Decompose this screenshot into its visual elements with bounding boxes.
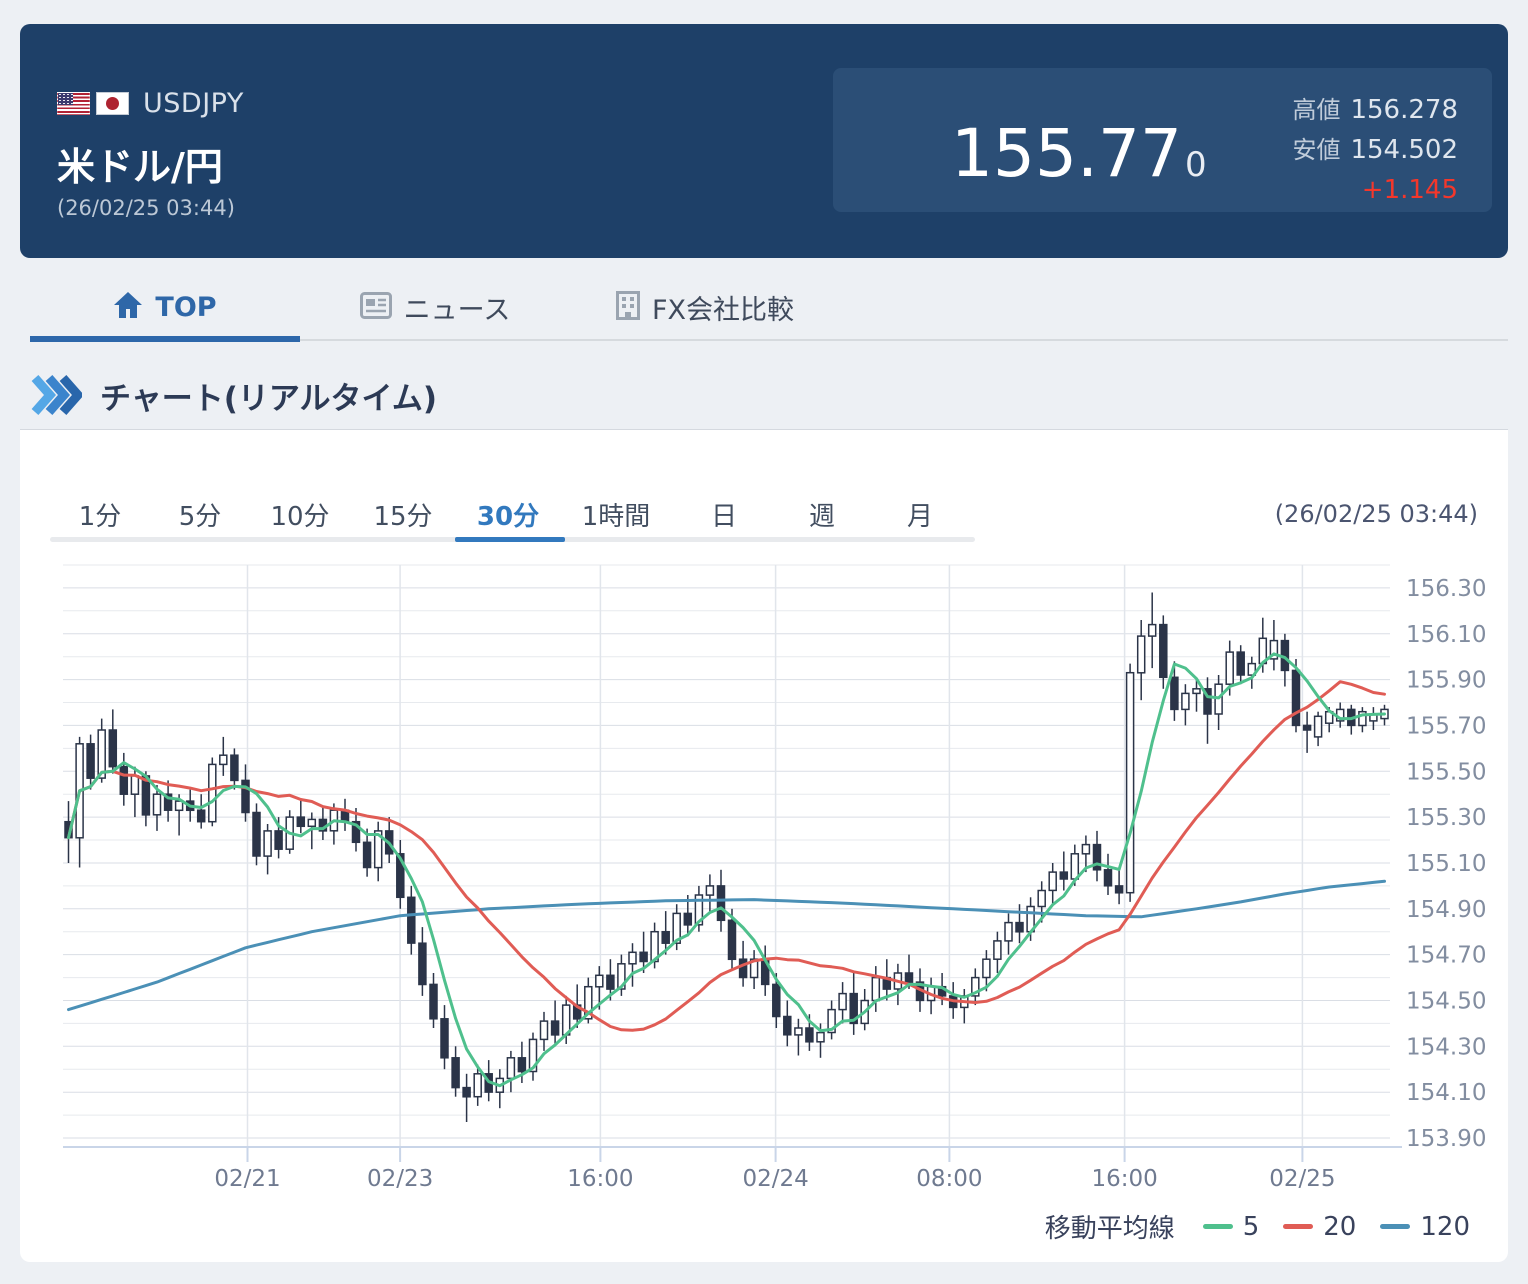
- period-1時間[interactable]: 1時間: [581, 502, 651, 532]
- svg-text:155.70: 155.70: [1406, 713, 1486, 739]
- us-flag-icon: [57, 92, 90, 115]
- legend-item-ma5: 5: [1202, 1212, 1259, 1242]
- pair-code: USDJPY: [143, 88, 244, 119]
- chart-legend: 移動平均線 5 20 120: [1045, 1208, 1470, 1245]
- svg-text:155.30: 155.30: [1406, 805, 1486, 831]
- legend-item-ma20: 20: [1283, 1212, 1356, 1242]
- svg-text:02/25: 02/25: [1269, 1166, 1335, 1192]
- ma120-line: [67, 879, 1386, 1012]
- pair-row: USDJPY: [57, 88, 244, 119]
- change-value: +1.145: [1361, 175, 1458, 205]
- svg-text:02/21: 02/21: [214, 1166, 280, 1192]
- ma120-dash-icon: [1380, 1224, 1411, 1229]
- news-icon: [359, 291, 392, 323]
- current-price: 155.77 0: [951, 115, 1207, 192]
- period-1分[interactable]: 1分: [78, 502, 122, 532]
- svg-text:02/23: 02/23: [367, 1166, 433, 1192]
- x-axis-labels: 02/21 02/23 16:00 02/24 08:00 16:00 02/25: [214, 1166, 1335, 1192]
- ma5-line: [67, 652, 1386, 1088]
- pair-name: 米ドル/円: [57, 145, 223, 189]
- svg-text:154.10: 154.10: [1406, 1080, 1486, 1106]
- tab-TOP[interactable]: TOP: [30, 272, 300, 342]
- high-value: 156.278: [1350, 95, 1458, 125]
- svg-text:08:00: 08:00: [916, 1166, 982, 1192]
- ma5-dash-icon: [1202, 1224, 1233, 1229]
- tab-ニュース[interactable]: ニュース: [300, 272, 570, 342]
- svg-text:154.70: 154.70: [1406, 943, 1486, 969]
- japan-flag-icon: [96, 92, 129, 115]
- low-value: 154.502: [1350, 135, 1458, 165]
- candles: [64, 592, 1389, 1122]
- section-title: チャート(リアルタイム): [100, 380, 438, 417]
- ma20-dash-icon: [1283, 1224, 1314, 1229]
- grid-horizontal: [63, 564, 1390, 1139]
- svg-text:154.90: 154.90: [1406, 897, 1486, 923]
- period-10分[interactable]: 10分: [270, 502, 330, 532]
- tabs: TOP ニュース FX会社比較: [30, 272, 840, 342]
- svg-text:155.50: 155.50: [1406, 759, 1486, 785]
- y-axis-labels: 156.30 156.10 155.90 155.70 155.50 155.30 155.…: [1406, 576, 1486, 1152]
- svg-text:155.90: 155.90: [1406, 668, 1486, 694]
- low-label: 安値: [1292, 136, 1341, 164]
- period-日[interactable]: 日: [710, 502, 738, 532]
- chart-timestamp: (26/02/25 03:44): [1274, 500, 1478, 528]
- legend-title: 移動平均線: [1044, 1214, 1175, 1244]
- svg-text:154.30: 154.30: [1406, 1034, 1486, 1060]
- ma20-line: [67, 680, 1386, 1032]
- active-tab-underline: [30, 336, 300, 342]
- home-icon: [113, 291, 143, 323]
- tab-track-line: [30, 339, 1508, 341]
- svg-text:155.10: 155.10: [1406, 851, 1486, 877]
- high-row: 高値 156.278: [1292, 90, 1458, 130]
- price-box: 155.77 0 高値 156.278 安値 154.502 +1.145: [833, 68, 1492, 212]
- active-period-underline: [455, 537, 565, 542]
- candlestick-chart[interactable]: 156.30 156.10 155.90 155.70 155.50 155.30 155.…: [20, 546, 1508, 1201]
- legend-item-ma120: 120: [1380, 1212, 1470, 1242]
- pair-header-card: USDJPY 米ドル/円 (26/02/25 03:44) 155.77 0 高…: [20, 24, 1508, 258]
- low-row: 安値 154.502: [1292, 130, 1458, 170]
- building-icon: [615, 290, 640, 324]
- header-timestamp: (26/02/25 03:44): [57, 196, 235, 220]
- svg-text:156.10: 156.10: [1406, 622, 1486, 648]
- chevrons-icon: [30, 374, 82, 416]
- period-5分[interactable]: 5分: [178, 502, 222, 532]
- svg-text:02/24: 02/24: [742, 1166, 808, 1192]
- section-heading: チャート(リアルタイム): [20, 362, 1508, 428]
- svg-text:16:00: 16:00: [1091, 1166, 1157, 1192]
- svg-text:16:00: 16:00: [567, 1166, 633, 1192]
- tab-FX会社比較[interactable]: FX会社比較: [570, 272, 840, 342]
- svg-text:156.30: 156.30: [1406, 576, 1486, 602]
- svg-text:154.50: 154.50: [1406, 989, 1486, 1015]
- tab-bar: TOP ニュース FX会社比較: [20, 272, 1508, 342]
- high-label: 高値: [1292, 96, 1341, 124]
- period-週[interactable]: 週: [808, 502, 836, 532]
- period-30分[interactable]: 30分: [476, 502, 540, 532]
- period-15分[interactable]: 15分: [373, 502, 433, 532]
- period-月[interactable]: 月: [906, 502, 934, 532]
- chart-card: 1分 5分 10分 15分 30分 1時間 日 週 月 (26/02/25 03:44) 156…: [20, 429, 1508, 1262]
- price-stats: 高値 156.278 安値 154.502 +1.145: [1292, 90, 1458, 210]
- svg-text:153.90: 153.90: [1406, 1126, 1486, 1152]
